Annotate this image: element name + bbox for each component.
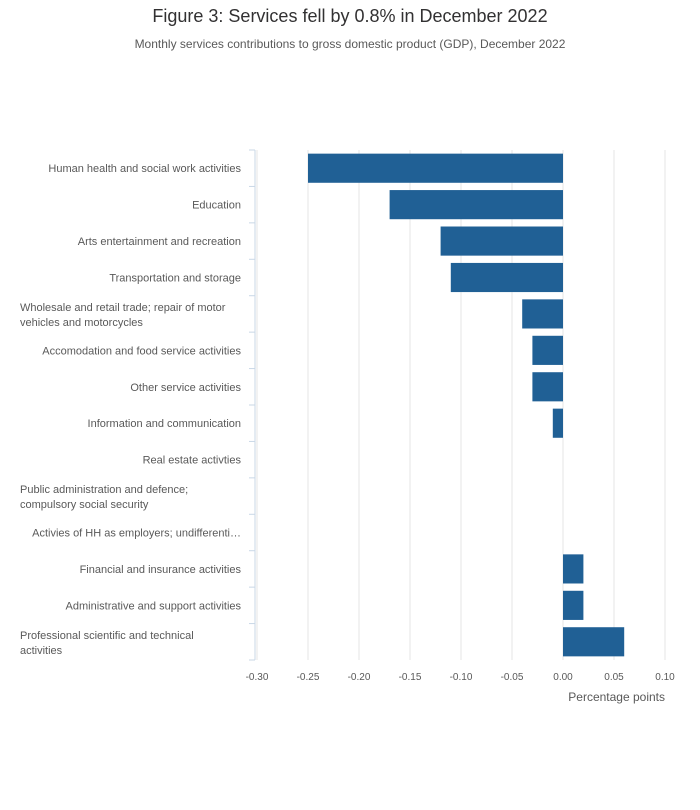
x-tick-label: 0.00 <box>553 672 573 683</box>
category-label: Other service activities <box>130 382 241 394</box>
bar <box>450 262 563 293</box>
x-tick-label: 0.05 <box>604 672 624 683</box>
chart-title: Figure 3: Services fell by 0.8% in Decem… <box>152 6 548 26</box>
bar <box>389 190 563 220</box>
x-tick-label: -0.30 <box>246 672 269 683</box>
category-label: Education <box>192 200 241 212</box>
category-label: Real estate activties <box>143 455 242 467</box>
category-label-line: Public administration and defence; <box>20 484 188 496</box>
bar <box>532 372 563 402</box>
x-tick-label: -0.15 <box>399 672 422 683</box>
x-tick-label: -0.25 <box>297 672 320 683</box>
category-label: Activies of HH as employers; undifferent… <box>32 528 241 540</box>
category-label-line: compulsory social security <box>20 499 149 511</box>
category-label-line: Professional scientific and technical <box>20 630 194 642</box>
category-label: Transportation and storage <box>109 273 241 285</box>
category-label: Financial and insurance activities <box>80 564 242 576</box>
bar <box>308 153 563 183</box>
category-label: Human health and social work activities <box>48 163 241 175</box>
x-tick-label: -0.20 <box>348 672 371 683</box>
category-label-line: vehicles and motorcycles <box>20 317 143 329</box>
category-label-line: Wholesale and retail trade; repair of mo… <box>20 302 226 314</box>
category-label: Accomodation and food service activities <box>42 345 241 357</box>
category-label-line: activities <box>20 645 63 657</box>
bar <box>522 299 563 329</box>
category-label: Public administration and defence; compul… <box>20 484 188 511</box>
bar <box>532 335 563 365</box>
chart-subtitle: Monthly services contributions to gross … <box>134 37 566 51</box>
x-axis-title: Percentage points <box>568 690 665 704</box>
category-label: Arts entertainment and recreation <box>78 236 241 248</box>
bar <box>563 590 584 620</box>
category-label: Professional scientific and technical act… <box>20 630 194 657</box>
x-tick-label: -0.05 <box>501 672 524 683</box>
x-tick-label: 0.10 <box>655 672 675 683</box>
bar <box>552 408 563 438</box>
bar <box>563 627 625 657</box>
bar <box>440 226 563 256</box>
category-label: Wholesale and retail trade; repair of mo… <box>20 302 226 329</box>
x-tick-label: -0.10 <box>450 672 473 683</box>
category-label: Information and communication <box>88 418 241 430</box>
category-label: Administrative and support activities <box>66 600 242 612</box>
bar <box>563 554 584 584</box>
